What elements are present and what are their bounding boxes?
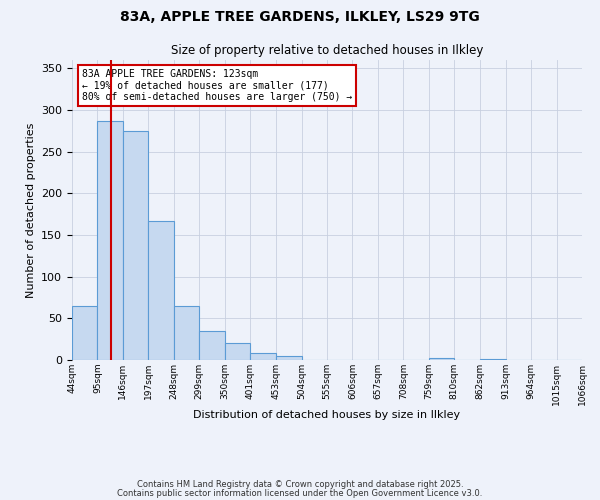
Title: Size of property relative to detached houses in Ilkley: Size of property relative to detached ho… — [171, 44, 483, 58]
Text: Contains HM Land Registry data © Crown copyright and database right 2025.: Contains HM Land Registry data © Crown c… — [137, 480, 463, 489]
Bar — [429, 358, 454, 360]
Y-axis label: Number of detached properties: Number of detached properties — [26, 122, 35, 298]
Bar — [148, 221, 174, 360]
Bar — [199, 331, 225, 360]
Bar — [123, 131, 148, 360]
Bar — [97, 121, 123, 360]
X-axis label: Distribution of detached houses by size in Ilkley: Distribution of detached houses by size … — [193, 410, 461, 420]
Bar — [250, 352, 275, 360]
Bar — [72, 306, 97, 360]
Text: 83A, APPLE TREE GARDENS, ILKLEY, LS29 9TG: 83A, APPLE TREE GARDENS, ILKLEY, LS29 9T… — [120, 10, 480, 24]
Bar — [174, 306, 199, 360]
Bar — [276, 356, 302, 360]
Text: Contains public sector information licensed under the Open Government Licence v3: Contains public sector information licen… — [118, 490, 482, 498]
Bar — [480, 359, 506, 360]
Text: 83A APPLE TREE GARDENS: 123sqm
← 19% of detached houses are smaller (177)
80% of: 83A APPLE TREE GARDENS: 123sqm ← 19% of … — [82, 69, 352, 102]
Bar — [225, 344, 250, 360]
